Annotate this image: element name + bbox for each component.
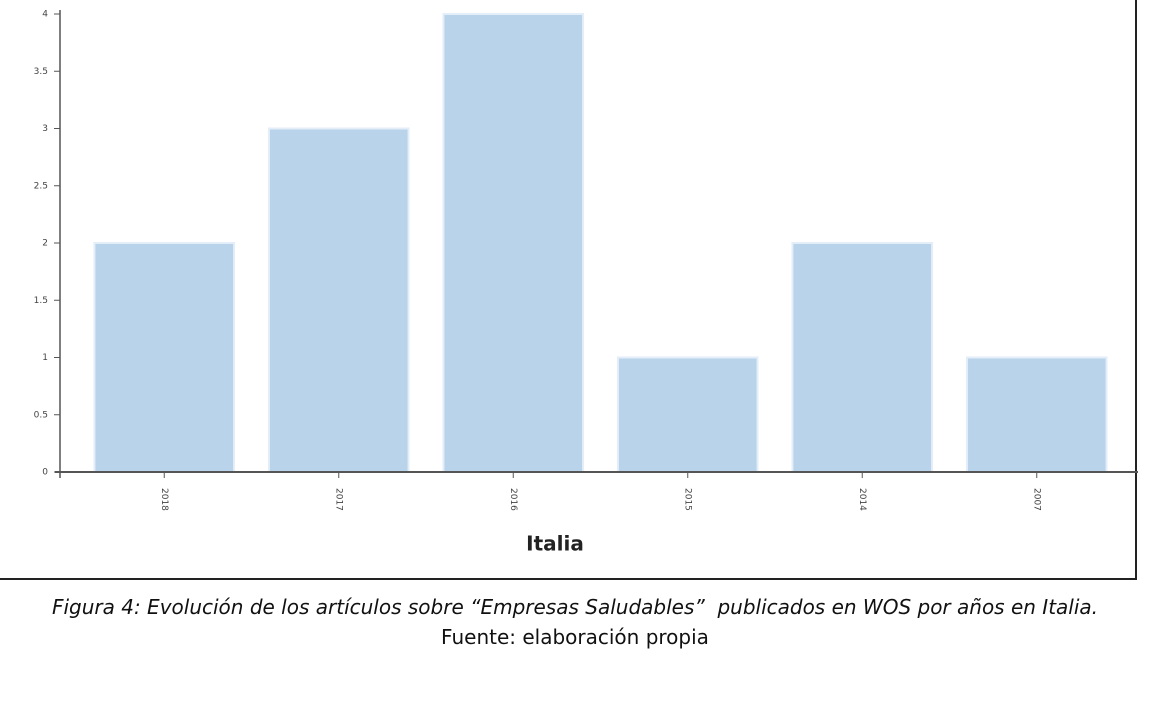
y-tick-label: 0 xyxy=(42,468,48,478)
y-tick-label: 3 xyxy=(42,124,48,134)
y-tick-label: 4 xyxy=(42,10,48,20)
y-tick-label: 2 xyxy=(42,239,48,249)
y-tick-label: 1.5 xyxy=(34,296,48,306)
bar xyxy=(267,127,410,473)
caption: Figura 4: Evolución de los artículos sob… xyxy=(40,592,1110,652)
x-tick-label: 2017 xyxy=(333,488,343,511)
figure-caption: Figura 4: Evolución de los artículos sob… xyxy=(51,595,1099,619)
x-tick-label: 2015 xyxy=(682,488,692,511)
bar xyxy=(791,242,934,473)
bar xyxy=(93,242,236,473)
bar xyxy=(442,13,585,473)
source-caption: Fuente: elaboración propia xyxy=(441,625,709,649)
x-axis-title: Italia xyxy=(526,532,584,556)
x-tick-label: 2018 xyxy=(159,488,169,511)
y-tick-label: 0.5 xyxy=(34,410,48,420)
bar xyxy=(965,356,1108,473)
x-tick-label: 2016 xyxy=(508,488,518,511)
x-tick-label: 2007 xyxy=(1031,488,1041,511)
y-tick-label: 3.5 xyxy=(34,67,48,77)
y-tick-label: 2.5 xyxy=(34,181,48,191)
bar xyxy=(616,356,759,473)
y-tick-label: 1 xyxy=(42,353,48,363)
chart-frame xyxy=(0,0,1137,580)
x-tick-label: 2014 xyxy=(857,488,867,511)
chart: Italia 0 0.5 1 1.5 2 2.5 3 3.5 4 2018 2017 2016 2015… xyxy=(34,10,1138,556)
